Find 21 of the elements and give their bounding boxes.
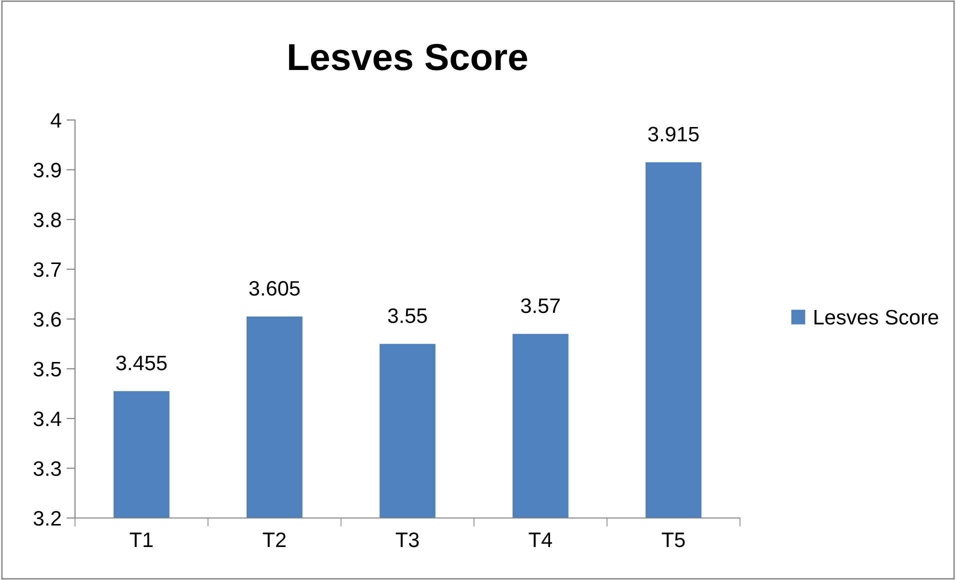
data-label: 3.57 bbox=[521, 298, 560, 314]
data-label: 3.915 bbox=[648, 126, 699, 142]
x-tick-label: T3 bbox=[396, 532, 419, 548]
y-tick-label: 3.3 bbox=[34, 461, 61, 476]
legend-label: Lesves Score bbox=[814, 310, 938, 325]
data-label: 3.55 bbox=[388, 308, 427, 324]
x-tick-label: T4 bbox=[528, 532, 552, 547]
y-tick-label: 3.4 bbox=[34, 412, 62, 426]
data-label: 3.455 bbox=[116, 356, 167, 370]
data-label: 3.605 bbox=[249, 280, 300, 296]
y-tick-label: 3.8 bbox=[34, 212, 61, 228]
y-tick-label: 3.7 bbox=[34, 262, 61, 278]
y-tick-label: 3.2 bbox=[34, 511, 61, 526]
y-tick-label: 4 bbox=[50, 113, 62, 128]
y-tick-label: 3.9 bbox=[34, 162, 61, 178]
chart-title: Lesves Score bbox=[289, 44, 528, 70]
y-tick-label: 3.5 bbox=[34, 362, 61, 377]
x-tick-label: T1 bbox=[130, 532, 153, 547]
x-tick-label: T5 bbox=[662, 532, 685, 548]
y-tick-label: 3.6 bbox=[34, 312, 61, 327]
x-tick-label: T2 bbox=[262, 532, 286, 547]
